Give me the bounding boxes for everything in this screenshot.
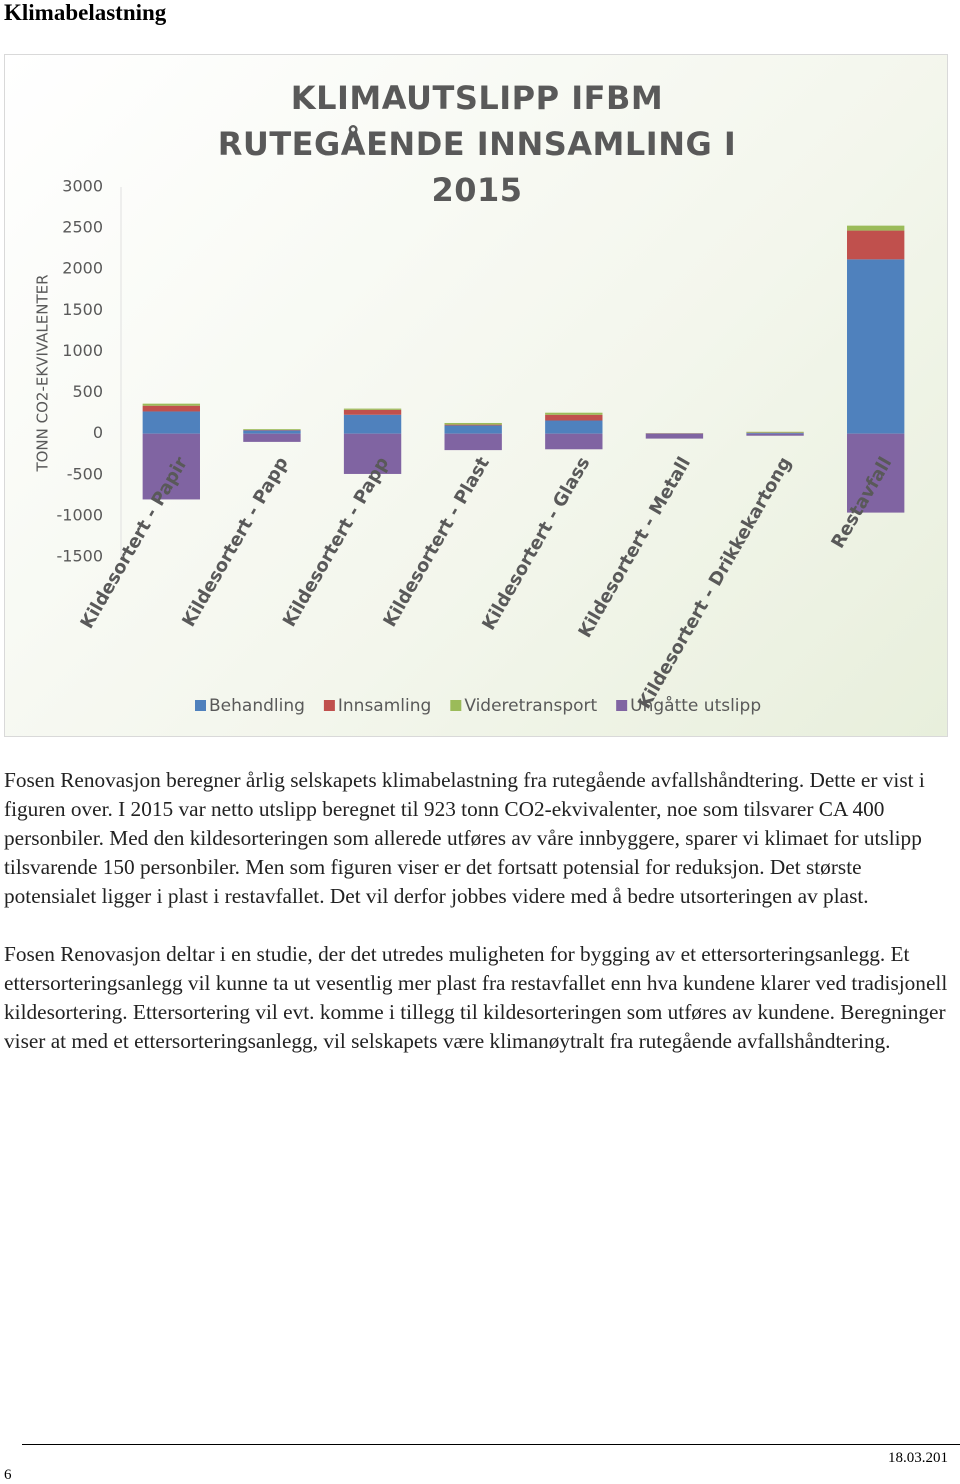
legend-swatch bbox=[324, 700, 335, 711]
bar-segment bbox=[646, 434, 703, 439]
bar-segment bbox=[545, 413, 602, 415]
body-text: Fosen Renovasjon beregner årlig selskape… bbox=[4, 766, 949, 1085]
legend-label: Behandling bbox=[209, 696, 305, 716]
bar-segment bbox=[143, 406, 200, 412]
y-tick-label: -500 bbox=[67, 464, 103, 483]
y-tick-label: 2000 bbox=[62, 259, 103, 278]
y-tick-label: -1000 bbox=[57, 505, 104, 524]
legend-label: Ungåtte utslipp bbox=[630, 695, 761, 716]
bar-segment bbox=[545, 434, 602, 450]
bar-segment bbox=[445, 423, 502, 425]
x-tick-label: Kildesortert - Glass bbox=[478, 454, 594, 634]
page-number: 6 bbox=[4, 1467, 12, 1484]
y-tick-label: 1000 bbox=[62, 341, 103, 360]
bar-segment bbox=[445, 425, 502, 426]
bar-segment bbox=[344, 415, 401, 434]
chart: TONN CO2-EKVIVALENTER -1500 -1000 -500 0 500… bbox=[5, 55, 947, 736]
bar-segment bbox=[243, 430, 300, 433]
footer-date: 18.03.201 bbox=[888, 1450, 948, 1467]
y-tick-label: 2500 bbox=[62, 218, 103, 237]
y-tick-label: 500 bbox=[72, 382, 103, 401]
bar-segment bbox=[243, 434, 300, 442]
bar-segment bbox=[746, 432, 803, 433]
bar-segment bbox=[344, 410, 401, 415]
bar-segment bbox=[847, 226, 904, 231]
bar-segment bbox=[243, 429, 300, 430]
y-tick-label: 0 bbox=[93, 423, 103, 442]
y-tick-label: -1500 bbox=[57, 547, 104, 566]
legend-swatch bbox=[616, 700, 627, 711]
y-axis-label: TONN CO2-EKVIVALENTER bbox=[34, 274, 52, 472]
bar-segment bbox=[746, 433, 803, 434]
bar-segment bbox=[545, 415, 602, 421]
bar-segment bbox=[847, 231, 904, 260]
x-tick-label: Kildesortert - Plast bbox=[379, 453, 494, 631]
bar-segment bbox=[344, 409, 401, 410]
x-tick-label: Kildesortert - Papp bbox=[279, 453, 393, 630]
x-tick-label: Kildesortert - Metall bbox=[574, 454, 695, 642]
paragraph: Fosen Renovasjon beregner årlig selskape… bbox=[4, 766, 949, 911]
bar-segment bbox=[545, 421, 602, 434]
bar-segment bbox=[445, 425, 502, 433]
heading: Klimabelastning bbox=[4, 0, 166, 26]
bar-segment bbox=[143, 411, 200, 433]
legend-label: Innsamling bbox=[338, 696, 431, 716]
footer-rule bbox=[22, 1444, 960, 1445]
y-tick-label: 1500 bbox=[62, 300, 103, 319]
y-tick-label: 3000 bbox=[62, 177, 103, 196]
legend-swatch bbox=[450, 700, 461, 711]
chart-container: KLIMAUTSLIPP IFBM RUTEGÅENDE INNSAMLING … bbox=[4, 54, 948, 737]
bar-segment bbox=[143, 404, 200, 406]
paragraph: Fosen Renovasjon deltar i en studie, der… bbox=[4, 940, 949, 1056]
legend-swatch bbox=[195, 700, 206, 711]
legend-label: Videretransport bbox=[464, 696, 597, 716]
bar-segment bbox=[445, 434, 502, 450]
bar-segment bbox=[746, 434, 803, 436]
bar-segment bbox=[847, 259, 904, 433]
